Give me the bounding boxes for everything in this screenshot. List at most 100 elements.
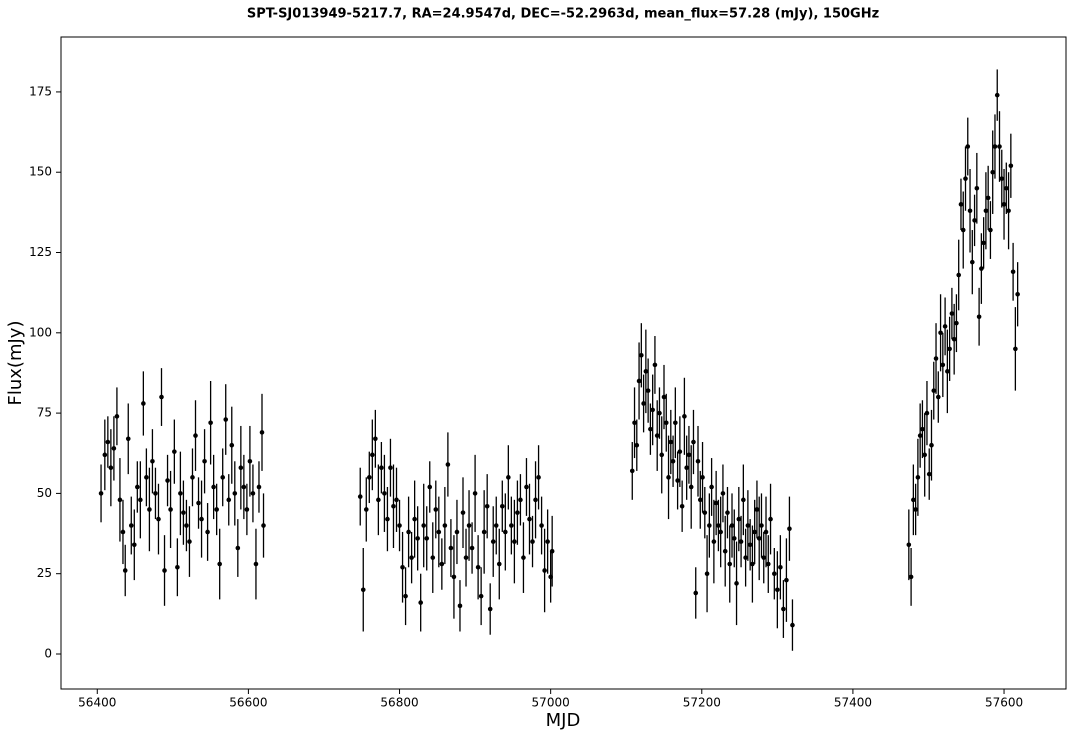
data-point <box>917 433 923 438</box>
data-point <box>949 311 955 316</box>
data-point <box>697 497 703 503</box>
data-point <box>496 561 502 567</box>
y-tick-label: 75 <box>37 406 52 420</box>
data-point <box>105 439 111 445</box>
x-tick-label: 56800 <box>380 696 418 710</box>
data-point <box>1001 202 1007 207</box>
data-point <box>731 536 737 541</box>
data-point <box>707 523 712 528</box>
data-point <box>111 446 117 451</box>
data-point <box>144 475 149 480</box>
data-point <box>499 503 505 509</box>
data-point <box>920 426 925 432</box>
data-point <box>172 449 177 454</box>
data-point <box>967 208 973 214</box>
data-point <box>992 144 998 149</box>
data-point <box>725 510 730 515</box>
data-point <box>960 227 966 233</box>
data-point <box>165 478 170 483</box>
data-point <box>509 523 514 528</box>
data-point <box>193 433 198 438</box>
data-point <box>190 475 195 480</box>
data-point <box>220 475 226 480</box>
data-point <box>530 539 535 544</box>
data-point <box>226 497 232 503</box>
data-point <box>120 529 126 535</box>
data-point <box>974 185 980 191</box>
data-point <box>942 324 948 329</box>
data-point <box>738 539 744 544</box>
data-point <box>634 442 640 448</box>
data-point <box>217 561 222 567</box>
plot-frame <box>60 36 1067 690</box>
data-point <box>929 442 934 448</box>
data-point <box>727 561 733 567</box>
data-point <box>1013 346 1018 352</box>
x-tick-label: 57600 <box>985 696 1023 710</box>
data-point <box>924 410 930 416</box>
data-point <box>729 523 735 528</box>
data-point <box>958 202 964 207</box>
data-point <box>360 587 366 593</box>
data-point <box>400 564 405 570</box>
data-point <box>379 465 384 471</box>
data-point <box>108 465 114 471</box>
data-point <box>412 516 417 522</box>
data-point <box>947 346 952 352</box>
data-point <box>114 414 120 419</box>
data-point <box>208 420 213 426</box>
data-point <box>657 410 662 416</box>
data-point <box>673 420 678 426</box>
data-point <box>436 529 442 535</box>
data-point <box>761 555 767 560</box>
data-point <box>976 314 982 320</box>
data-point <box>951 336 957 342</box>
data-point <box>122 568 128 573</box>
data-point <box>475 564 481 570</box>
data-point <box>682 414 687 419</box>
data-point <box>686 452 692 458</box>
data-point <box>388 465 393 471</box>
data-point <box>202 458 207 464</box>
data-point <box>704 571 710 576</box>
data-point <box>670 458 676 464</box>
data-point <box>666 475 671 480</box>
data-point <box>409 555 414 560</box>
data-point <box>988 227 993 233</box>
data-point <box>478 593 484 599</box>
data-point <box>460 510 466 515</box>
data-point <box>259 430 265 435</box>
data-point <box>512 539 517 544</box>
data-point <box>759 523 764 528</box>
data-point <box>661 394 667 400</box>
data-point <box>439 561 445 567</box>
data-point <box>754 507 760 512</box>
data-point <box>913 507 918 512</box>
data-point <box>457 603 463 609</box>
data-point <box>391 503 396 509</box>
data-point <box>979 266 984 271</box>
y-axis-label: Flux(mJy) <box>5 321 26 406</box>
data-point <box>632 420 637 426</box>
data-point <box>736 516 742 522</box>
data-point <box>756 536 762 541</box>
data-point <box>178 491 183 496</box>
data-point <box>421 523 427 528</box>
data-point <box>716 523 721 528</box>
data-point <box>945 369 950 374</box>
data-point <box>487 606 493 612</box>
data-point <box>159 394 164 400</box>
data-point <box>247 458 253 464</box>
data-point <box>406 529 411 535</box>
data-point <box>965 144 971 149</box>
data-point <box>709 484 714 490</box>
data-point <box>153 491 158 496</box>
data-point <box>926 471 932 477</box>
data-point <box>718 529 723 535</box>
data-point <box>954 320 959 326</box>
x-tick-label: 57200 <box>683 696 721 710</box>
data-point <box>125 436 131 442</box>
y-tick-label: 125 <box>29 245 52 259</box>
data-point <box>367 475 372 480</box>
